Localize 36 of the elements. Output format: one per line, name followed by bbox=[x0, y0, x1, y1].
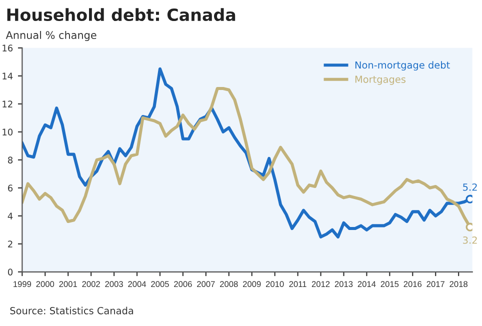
y-tick-label: 8 bbox=[8, 156, 13, 164]
x-tick-label: 2011 bbox=[289, 281, 306, 288]
x-tick-label: 2015 bbox=[380, 281, 399, 288]
x-tick-label: 2003 bbox=[105, 281, 123, 288]
x-tick-label: 2006 bbox=[174, 281, 192, 288]
x-tick-label: 2017 bbox=[426, 281, 444, 288]
data-label: 3.2 bbox=[463, 236, 477, 244]
y-tick-label: 14 bbox=[2, 72, 13, 80]
source-note: Source: Statistics Canada bbox=[10, 306, 134, 314]
x-tick-label: 2013 bbox=[334, 281, 353, 288]
x-tick-label: 2002 bbox=[82, 281, 100, 288]
x-tick-label: 2014 bbox=[358, 281, 376, 288]
x-tick-label: 2012 bbox=[312, 281, 330, 288]
data-label: 5.2 bbox=[463, 183, 477, 191]
x-tick-label: 2001 bbox=[59, 281, 77, 288]
x-tick-label: 2016 bbox=[404, 281, 422, 288]
y-tick-label: 0 bbox=[8, 268, 13, 276]
y-tick-label: 10 bbox=[2, 128, 13, 136]
x-tick-label: 2004 bbox=[128, 281, 146, 288]
x-tick-label: 2018 bbox=[450, 281, 468, 288]
x-tick-label: 2009 bbox=[243, 281, 261, 288]
x-tick-label: 2000 bbox=[36, 281, 54, 288]
y-tick-label: 12 bbox=[2, 100, 12, 108]
x-tick-label: 2010 bbox=[266, 281, 284, 288]
x-tick-label: 2005 bbox=[151, 281, 169, 288]
y-tick-label: 2 bbox=[8, 240, 12, 248]
y-tick-label: 4 bbox=[8, 212, 13, 220]
chart-title: Household debt: Canada bbox=[7, 8, 236, 22]
legend-label: Non-mortgage debt bbox=[355, 61, 450, 71]
x-tick-label: 2007 bbox=[197, 281, 215, 288]
x-tick-label: 2008 bbox=[220, 281, 238, 288]
chart-subtitle: Annual % change bbox=[6, 30, 96, 42]
y-tick-label: 16 bbox=[2, 44, 13, 52]
x-tick-label: 1999 bbox=[14, 281, 32, 288]
legend-label: Mortgages bbox=[355, 76, 406, 85]
y-tick-label: 6 bbox=[8, 184, 13, 192]
